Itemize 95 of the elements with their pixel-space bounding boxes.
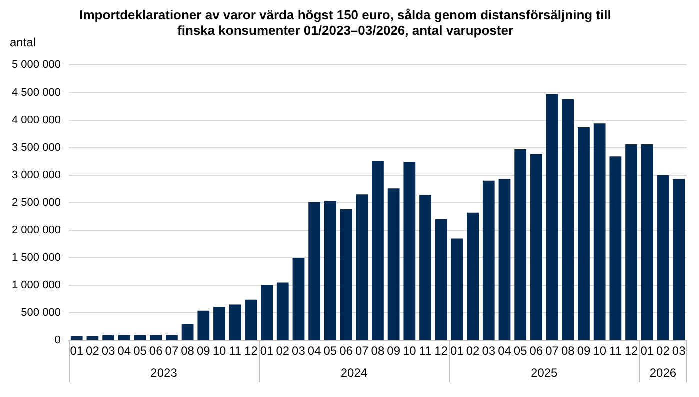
- text: 2025: [531, 366, 558, 380]
- bar: [118, 335, 130, 340]
- y-tick-label: 1 500 000: [12, 252, 61, 264]
- bar: [198, 310, 210, 340]
- x-tick-label: 01: [640, 344, 654, 358]
- x-tick-label: 06: [530, 344, 544, 358]
- bar: [467, 212, 479, 340]
- bar: [451, 238, 464, 340]
- x-tick-label: 09: [196, 344, 211, 358]
- bar: [420, 195, 432, 340]
- x-tick-label: 01: [70, 344, 84, 358]
- bar: [229, 304, 242, 340]
- bar: [261, 284, 273, 340]
- x-tick-label: 03: [102, 344, 116, 358]
- bar: [404, 162, 416, 340]
- bar: [610, 156, 622, 340]
- x-tick-label: 06: [149, 344, 164, 358]
- y-tick-label: 4 500 000: [12, 86, 61, 99]
- chart-title: Importdeklarationer av varor värda högst 150 euro, sålda genom distansförsäljning till finska konsumenter 01/2023–03/2026, antal varuposter: [80, 7, 612, 38]
- bar: [292, 258, 305, 340]
- bar: [626, 144, 638, 340]
- x-tick-label: 11: [609, 344, 622, 358]
- bar: [182, 324, 194, 340]
- x-tick-label: 05: [324, 344, 338, 358]
- x-tick-label: 08: [561, 344, 576, 358]
- bar: [578, 127, 590, 340]
- x-tick-label: 09: [577, 344, 591, 358]
- x-tick-label: 03: [672, 344, 686, 358]
- x-tick-label: 10: [402, 344, 417, 358]
- x-tick-label: 12: [434, 344, 448, 358]
- y-tick-label: 2 000 000: [12, 224, 61, 236]
- bar: [86, 336, 99, 340]
- bar: [214, 307, 226, 340]
- bar: [435, 219, 448, 340]
- bar: [340, 210, 352, 340]
- x-tick-label: 01: [260, 344, 274, 358]
- x-tick-label: 02: [276, 344, 290, 358]
- x-tick-label: 06: [340, 344, 354, 358]
- bar: [372, 161, 384, 340]
- x-tick-label: 11: [419, 344, 432, 358]
- y-tick-label: 2 500 000: [12, 196, 61, 209]
- x-tick-label: 05: [134, 344, 148, 358]
- bar: [70, 336, 83, 340]
- x-tick-label: 01: [450, 344, 464, 358]
- x-tick-label: 07: [355, 344, 370, 358]
- x-tick-label: 07: [546, 344, 560, 358]
- y-tick-label: 5 000 000: [12, 59, 61, 72]
- bar: [514, 149, 527, 340]
- bar: [562, 99, 574, 340]
- x-tick-label: 11: [229, 344, 242, 358]
- text: 2023: [150, 366, 178, 380]
- text: 2024: [340, 366, 368, 380]
- bar: [356, 194, 368, 340]
- bar: [324, 201, 336, 340]
- x-tick-label: 03: [482, 344, 496, 358]
- x-tick-label: 04: [498, 344, 512, 358]
- x-tick-label: 04: [308, 344, 322, 358]
- y-tick-label: 3 500 000: [12, 142, 61, 154]
- x-tick-label: 08: [371, 344, 385, 358]
- y-tick-label: 1 000 000: [12, 280, 61, 292]
- bar: [482, 180, 495, 340]
- x-tick-label: 03: [292, 344, 306, 358]
- bar: [546, 94, 558, 340]
- bar: [657, 175, 670, 340]
- x-tick-label: 08: [181, 344, 195, 358]
- y-tick-label: 0: [54, 334, 61, 347]
- x-tick-label: 10: [593, 344, 607, 358]
- bar: [166, 335, 178, 340]
- x-tick-label: 10: [212, 344, 226, 358]
- x-tick-label: 02: [86, 344, 100, 358]
- x-tick-label: 12: [244, 344, 258, 358]
- x-tick-label: 04: [118, 344, 132, 358]
- x-tick-label: 02: [656, 344, 670, 358]
- x-tick-label: 05: [514, 344, 528, 358]
- bar: [102, 335, 114, 340]
- bar: [308, 202, 321, 340]
- x-tick-label: 02: [466, 344, 480, 358]
- bar: [498, 179, 511, 340]
- x-tick-label: 12: [624, 344, 639, 358]
- x-tick-label: 09: [387, 344, 401, 358]
- bar: [530, 154, 542, 340]
- y-axis-title: antal: [10, 35, 36, 50]
- bar: [276, 282, 289, 340]
- bar: [641, 144, 654, 340]
- bar: [388, 188, 400, 340]
- text: 2026: [650, 366, 677, 380]
- bar: [134, 335, 146, 340]
- bar: [150, 335, 162, 340]
- y-tick-label: 3 000 000: [12, 169, 61, 182]
- bar: [245, 300, 258, 340]
- y-tick-label: 4 000 000: [12, 114, 61, 126]
- y-tick-label: 500 000: [21, 307, 61, 320]
- bar: [673, 179, 686, 340]
- bar: [594, 124, 606, 340]
- x-tick-label: 07: [165, 344, 179, 358]
